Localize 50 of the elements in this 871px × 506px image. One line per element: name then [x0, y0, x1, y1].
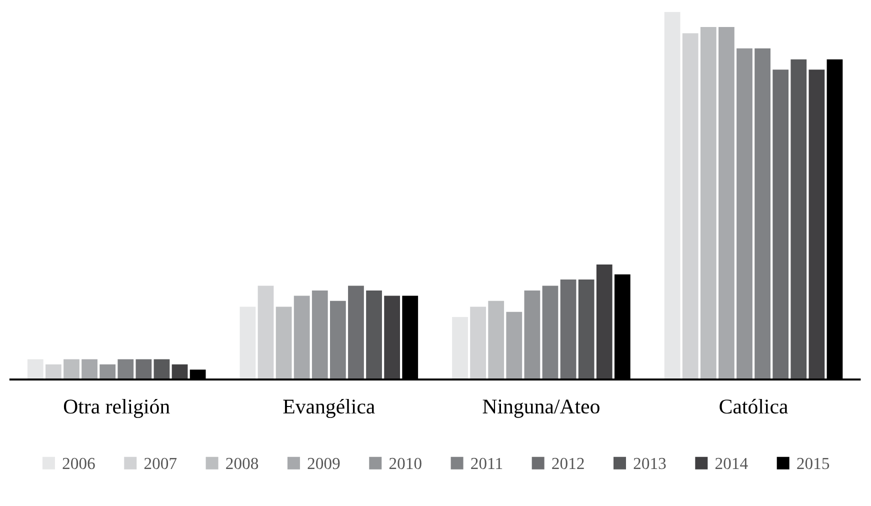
- bar: [578, 280, 594, 380]
- bar: [736, 48, 752, 380]
- legend-label: 2012: [552, 458, 584, 470]
- x-tick-label: Otra religión: [64, 398, 170, 418]
- legend-label: 2015: [797, 458, 830, 470]
- bar: [348, 286, 364, 380]
- bar: [27, 359, 44, 380]
- bar: [118, 359, 134, 380]
- bar: [790, 59, 807, 380]
- bar: [240, 306, 256, 380]
- bar: [772, 70, 789, 380]
- bar: [524, 290, 540, 380]
- bar: [470, 306, 486, 380]
- bar: [136, 359, 152, 380]
- bar: [542, 286, 558, 380]
- legend-label: 2010: [389, 458, 422, 470]
- bar: [330, 300, 346, 380]
- legend-label: 2008: [226, 458, 258, 470]
- legend-label: 2013: [634, 458, 666, 470]
- bar: [808, 70, 825, 380]
- bar: [664, 12, 680, 380]
- bar: [172, 364, 188, 380]
- bar: [82, 359, 98, 380]
- bar: [506, 312, 522, 380]
- bar: [46, 364, 62, 380]
- bar: [488, 300, 504, 380]
- legend-label: 2006: [62, 458, 95, 470]
- bar: [366, 290, 382, 380]
- bar: [64, 359, 80, 380]
- bar: [718, 27, 734, 380]
- bar: [154, 359, 170, 380]
- bar: [452, 317, 468, 380]
- bar: [294, 296, 310, 380]
- x-tick-label: Católica: [720, 398, 788, 414]
- legend-label: 2011: [471, 458, 502, 470]
- bar: [560, 280, 576, 380]
- legend-label: 2009: [308, 458, 340, 470]
- legend-label: 2014: [715, 458, 748, 470]
- bar: [682, 33, 698, 380]
- bar: [384, 296, 400, 380]
- x-tick-label: Ninguna/Ateo: [482, 400, 600, 418]
- bar: [700, 27, 716, 380]
- bar: [754, 48, 770, 380]
- bar: [258, 286, 274, 380]
- bar: [100, 364, 116, 380]
- bar: [276, 306, 292, 380]
- bar: [596, 264, 612, 380]
- legend-label: 2007: [144, 458, 177, 470]
- bar: [312, 290, 328, 380]
- x-tick-label: Evangélica: [283, 398, 375, 418]
